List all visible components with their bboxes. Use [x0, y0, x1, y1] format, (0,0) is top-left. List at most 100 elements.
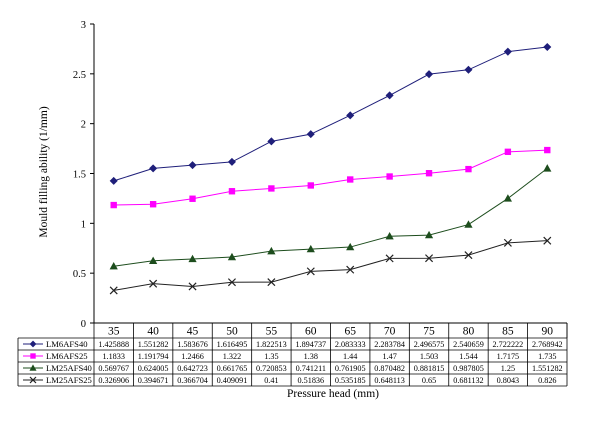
data-label: 0.41 — [264, 376, 278, 385]
x-category-label: 35 — [108, 326, 120, 338]
data-point-LM6AFS40 — [385, 91, 394, 100]
data-label: 1.44 — [343, 352, 357, 361]
data-label: 1.583676 — [177, 340, 208, 349]
data-point-LM25AFS25 — [227, 278, 236, 287]
x-category-label: 50 — [226, 326, 238, 338]
data-label: 0.569767 — [98, 364, 129, 373]
data-label: 0.326906 — [98, 376, 129, 385]
data-point-LM6AFS40 — [267, 137, 276, 146]
data-point-LM25AFS25 — [188, 282, 197, 291]
series-line-LM6AFS25 — [113, 149, 548, 206]
data-point-LM25AFS25 — [109, 286, 118, 295]
data-label: 1.544 — [459, 352, 477, 361]
legend-key-marker — [29, 340, 37, 348]
y-tick-label: 0.5 — [73, 269, 86, 280]
data-point-LM6AFS25 — [268, 185, 275, 192]
data-label: 1.191794 — [138, 352, 169, 361]
data-label: 1.2466 — [181, 352, 204, 361]
data-label: 0.65 — [422, 376, 436, 385]
legend-key-marker — [30, 353, 36, 359]
data-label: 0.761905 — [335, 364, 366, 373]
data-label: 0.681132 — [453, 376, 483, 385]
x-category-label: 65 — [344, 326, 356, 338]
data-point-LM6AFS40 — [425, 70, 434, 79]
data-point-LM25AFS40 — [543, 164, 552, 172]
x-category-label: 85 — [502, 326, 514, 338]
data-point-LM6AFS25 — [504, 148, 512, 156]
y-tick-label: 1 — [81, 219, 86, 230]
data-label: 1.551282 — [532, 364, 563, 373]
data-label: 0.987805 — [453, 364, 484, 373]
legend-entry-LM25AFS25: LM25AFS25 — [46, 375, 92, 385]
data-label: 0.51836 — [297, 376, 324, 385]
data-point-LM25AFS40 — [424, 230, 434, 239]
data-point-LM25AFS25 — [346, 265, 355, 274]
data-point-LM6AFS25 — [228, 188, 236, 195]
legend-entry-LM6AFS40: LM6AFS40 — [46, 339, 88, 349]
data-point-LM25AFS40 — [188, 254, 197, 263]
data-label: 1.894737 — [295, 340, 326, 349]
data-label: 0.366704 — [177, 376, 208, 385]
data-label: 0.648113 — [374, 376, 404, 385]
x-category-label: 40 — [147, 326, 159, 338]
data-label: 0.870482 — [374, 364, 405, 373]
data-label: 0.661765 — [217, 364, 248, 373]
data-label: 2.722222 — [493, 340, 524, 349]
data-point-LM25AFS40 — [464, 220, 473, 228]
data-point-LM6AFS40 — [543, 43, 552, 52]
series-line-LM6AFS40 — [113, 46, 548, 182]
data-label: 0.826 — [538, 376, 556, 385]
series-markers — [109, 43, 552, 295]
data-point-LM25AFS40 — [306, 244, 315, 253]
data-point-LM6AFS40 — [109, 176, 118, 185]
data-label: 0.8043 — [497, 376, 520, 385]
data-point-LM6AFS40 — [464, 65, 473, 74]
data-point-LM25AFS40 — [346, 242, 355, 251]
y-axis: 0 0.5 1 1.5 2 2.5 3 — [73, 20, 567, 330]
data-point-LM6AFS25 — [465, 165, 472, 173]
data-label: 2.283784 — [374, 340, 405, 349]
legend-entry-LM6AFS25: LM6AFS25 — [46, 351, 88, 361]
data-point-LM25AFS25 — [149, 279, 158, 288]
x-category-label: 70 — [384, 326, 396, 338]
data-point-LM25AFS25 — [425, 254, 434, 263]
data-point-LM25AFS25 — [306, 267, 315, 276]
legend-key-marker — [29, 364, 37, 371]
data-point-LM25AFS40 — [227, 252, 237, 261]
y-tick-label: 0 — [81, 319, 86, 330]
series-line-LM25AFS25 — [113, 240, 548, 291]
x-category-label: 90 — [542, 326, 554, 338]
data-label: 0.624005 — [138, 364, 169, 373]
data-point-LM6AFS40 — [346, 111, 355, 120]
data-point-LM6AFS25 — [347, 176, 354, 183]
y-tick-label: 2 — [81, 120, 86, 131]
data-label: 1.25 — [501, 364, 515, 373]
data-point-LM6AFS25 — [307, 182, 314, 189]
series-line-LM25AFS40 — [113, 167, 548, 267]
x-axis-title: Pressure head (mm) — [287, 388, 379, 400]
data-label: 2.540659 — [453, 340, 484, 349]
x-category-label: 55 — [266, 326, 278, 338]
data-label: 1.503 — [420, 352, 438, 361]
x-category-label: 80 — [463, 326, 475, 338]
series-lines — [113, 46, 548, 291]
data-label: 1.7175 — [497, 352, 520, 361]
data-point-LM25AFS40 — [503, 194, 512, 202]
data-point-LM25AFS25 — [503, 238, 512, 247]
data-label: 1.322 — [223, 352, 241, 361]
data-point-LM6AFS40 — [306, 130, 315, 139]
data-point-LM25AFS25 — [267, 278, 276, 287]
data-point-LM6AFS25 — [386, 173, 393, 180]
data-label: 0.642723 — [177, 364, 208, 373]
data-point-LM25AFS40 — [385, 232, 394, 240]
data-label: 1.35 — [264, 352, 278, 361]
data-point-LM6AFS40 — [149, 164, 158, 173]
data-label: 2.083333 — [335, 340, 366, 349]
data-label: 0.720853 — [256, 364, 287, 373]
data-label: 1.425888 — [98, 340, 129, 349]
data-label: 2.496575 — [414, 340, 445, 349]
data-point-LM25AFS25 — [543, 236, 552, 245]
data-point-LM6AFS40 — [227, 157, 236, 166]
x-category-label: 45 — [187, 326, 199, 338]
